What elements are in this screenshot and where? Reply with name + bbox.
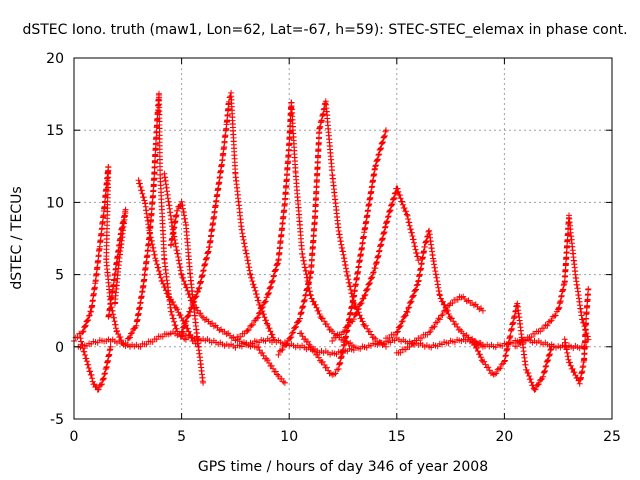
- data-point: [105, 206, 129, 320]
- y-axis-tick-labels: -5 0 5 10 15 20: [46, 51, 64, 428]
- data-series: [135, 177, 202, 350]
- data-series: [232, 99, 357, 350]
- y-axis-label: dSTEC / TECUs: [9, 186, 25, 289]
- data-point: [297, 127, 389, 378]
- data-series: [469, 300, 555, 393]
- data-point: [232, 99, 357, 350]
- data-series: [297, 127, 389, 378]
- y-tick-label: 20: [46, 51, 64, 67]
- x-tick-label: 0: [70, 429, 79, 445]
- y-tick-label: 5: [55, 268, 64, 284]
- data-point: [469, 300, 555, 393]
- x-axis-label: GPS time / hours of day 346 of year 2008: [198, 459, 488, 475]
- x-tick-label: 25: [603, 429, 621, 445]
- y-tick-label: 15: [46, 123, 64, 139]
- data-series: [561, 286, 592, 387]
- x-tick-label: 5: [177, 429, 186, 445]
- data-point: [561, 286, 592, 387]
- x-tick-label: 10: [280, 429, 298, 445]
- axis-ticks: [73, 57, 613, 420]
- data-point: [329, 185, 422, 344]
- data-point: [77, 335, 114, 393]
- chart-title: dSTEC Iono. truth (maw1, Lon=62, Lat=-67…: [22, 22, 627, 38]
- data-point: [512, 212, 592, 350]
- x-tick-label: 15: [388, 429, 406, 445]
- y-tick-label: 10: [46, 195, 64, 211]
- plot-area: [71, 89, 592, 393]
- data-point: [135, 177, 202, 350]
- y-tick-label: -5: [50, 412, 64, 428]
- y-tick-label: 0: [55, 340, 64, 356]
- data-series: [329, 185, 422, 344]
- data-series: [105, 206, 129, 320]
- x-axis-tick-labels: 0 5 10 15 20 25: [70, 429, 621, 445]
- data-series: [512, 212, 592, 350]
- plot-frame: [73, 57, 613, 420]
- data-series: [77, 335, 114, 393]
- x-tick-label: 20: [495, 429, 513, 445]
